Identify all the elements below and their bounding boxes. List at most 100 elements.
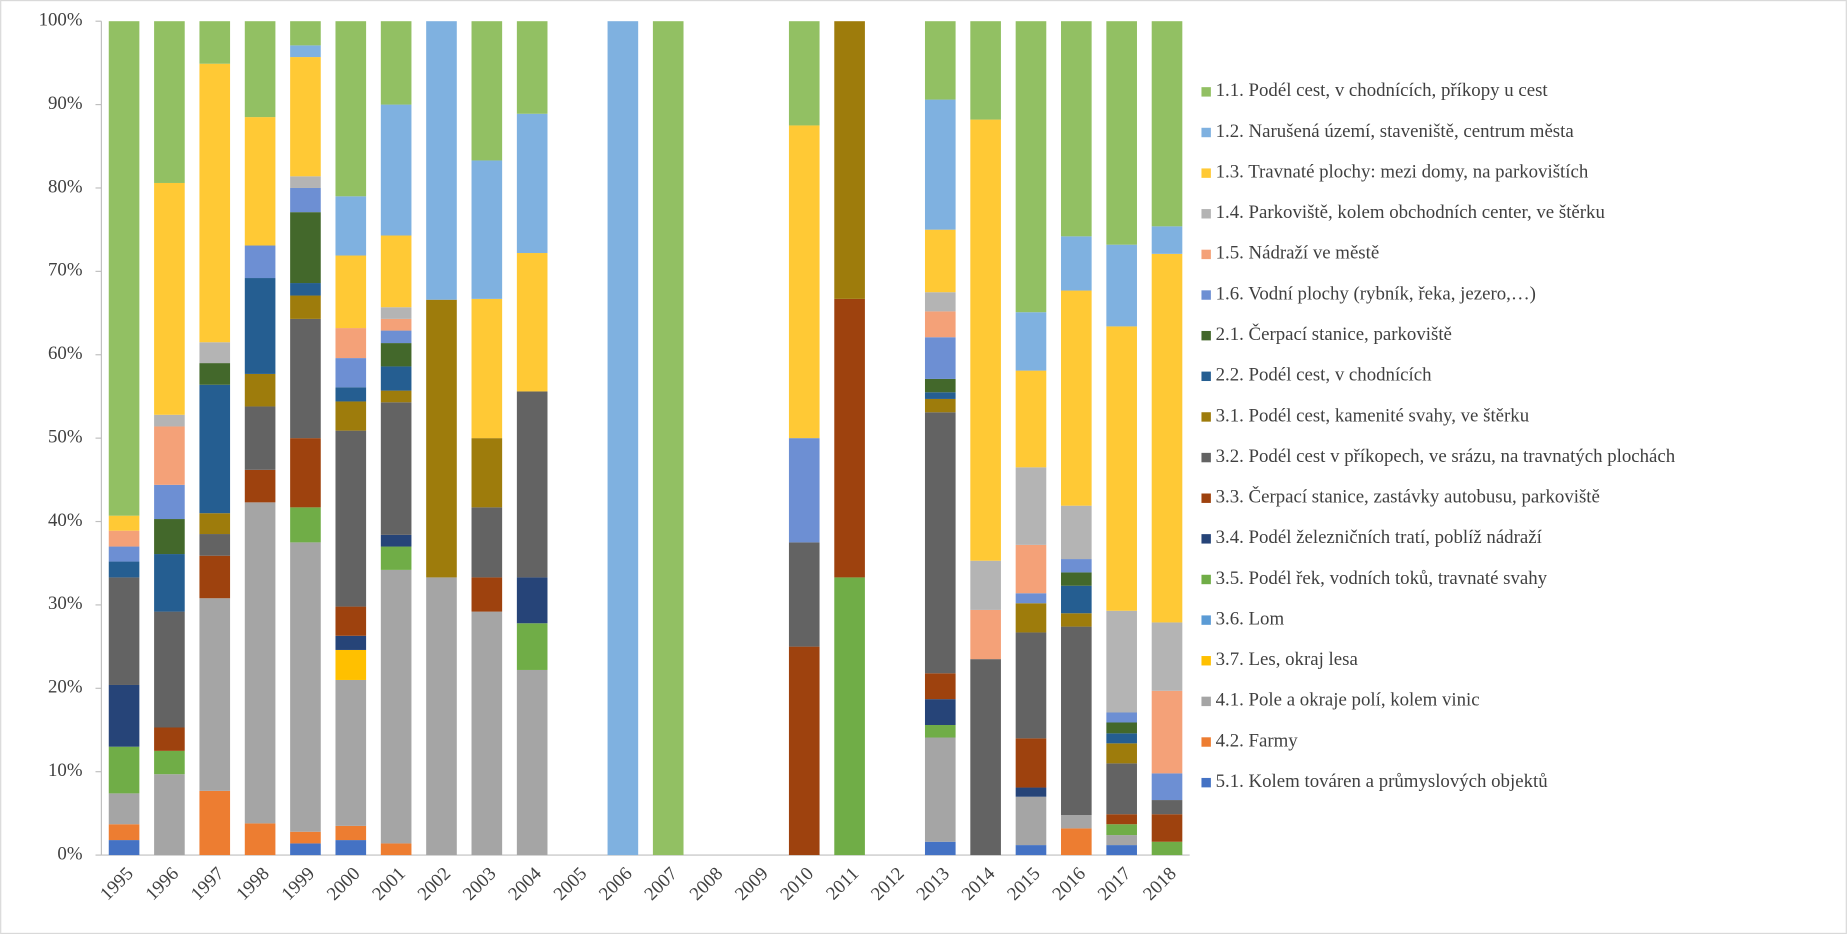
bar-segment	[199, 790, 231, 856]
legend-label: 1.4. Parkoviště, kolem obchodních center…	[1216, 202, 1606, 223]
legend-swatch	[1201, 534, 1211, 544]
x-tick-label: 2004	[504, 863, 546, 905]
bar-segment	[199, 63, 231, 343]
x-tick-label: 1998	[232, 863, 273, 904]
bar-segment	[652, 21, 684, 856]
bar-segment	[516, 113, 548, 254]
bar-segment	[108, 21, 140, 516]
x-tick-label: 2011	[822, 863, 863, 904]
legend-swatch	[1201, 412, 1211, 422]
x-tick-label: 1999	[278, 863, 319, 904]
bar-segment	[834, 21, 865, 299]
bar-segment	[380, 366, 412, 391]
bar-segment	[516, 253, 548, 392]
legend-swatch	[1201, 493, 1211, 503]
x-tick-label: 2006	[595, 863, 636, 904]
bar-segment	[1015, 21, 1047, 313]
y-tick-label: 40%	[48, 510, 83, 531]
bar-segment	[108, 824, 140, 841]
legend-swatch	[1201, 290, 1211, 300]
bar-segment	[834, 298, 865, 578]
bar-segment	[108, 515, 140, 531]
legend-label: 3.3. Čerpací stanice, zastávky autobusu,…	[1216, 486, 1600, 508]
bar-segment	[1106, 244, 1137, 327]
legend-label: 1.2. Narušená území, staveniště, centrum…	[1216, 121, 1575, 142]
y-tick-label: 80%	[48, 176, 83, 197]
x-tick-label: 2014	[958, 863, 1000, 905]
bar-segment	[380, 307, 412, 319]
bar-segment	[335, 196, 367, 256]
bar-segment	[1106, 835, 1137, 846]
bar-segment	[244, 823, 276, 856]
bar-segment	[516, 391, 548, 578]
legend-label: 1.5. Nádraží ve městě	[1216, 243, 1380, 264]
bar-segment	[199, 384, 231, 514]
legend-swatch	[1201, 574, 1211, 585]
bar-segment	[924, 699, 956, 726]
legend-label: 2.2. Podél cest, v chodnících	[1216, 365, 1433, 386]
legend-swatch	[1201, 168, 1211, 178]
bar-segment	[924, 398, 956, 413]
bar-segment	[380, 390, 412, 403]
bar-segment	[1106, 845, 1137, 856]
legend-swatch	[1201, 371, 1211, 382]
bar-segment	[154, 21, 185, 183]
bar-segment	[244, 117, 276, 246]
x-tick-label: 2007	[640, 863, 681, 904]
bar-segment	[1061, 585, 1092, 614]
bar-segment	[1106, 326, 1137, 611]
bar-segment	[1015, 467, 1047, 545]
bar-segment	[607, 21, 639, 856]
bar-segment	[1151, 800, 1183, 815]
x-tick-label: 2003	[459, 863, 500, 904]
legend-label: 2.1. Čerpací stanice, parkoviště	[1216, 323, 1452, 345]
bar-segment	[199, 555, 231, 599]
legend-swatch	[1201, 127, 1211, 138]
bar-segment	[1106, 712, 1137, 723]
legend-swatch	[1201, 330, 1211, 341]
bar-segment	[1151, 690, 1183, 774]
legend-label: 3.7. Les, okraj lesa	[1216, 649, 1359, 670]
bar-segment	[1015, 738, 1047, 788]
bar-segment	[516, 669, 548, 856]
bar-segment	[335, 21, 367, 197]
bar-segment	[471, 298, 503, 439]
bar-segment	[924, 412, 956, 674]
legend-swatch	[1201, 249, 1211, 260]
bar-segment	[1106, 610, 1137, 713]
bar-segment	[380, 235, 412, 308]
bar-segment	[471, 438, 503, 508]
bar-segment	[1015, 370, 1047, 468]
legend-swatch	[1201, 87, 1211, 97]
x-tick-label: 2002	[414, 863, 455, 904]
y-tick-label: 20%	[48, 677, 83, 698]
bar-segment	[426, 299, 457, 578]
y-tick-label: 10%	[48, 760, 83, 781]
bar-segment	[335, 635, 367, 650]
bar-segment	[244, 21, 276, 118]
bar-segment	[788, 542, 820, 647]
legend-label: 1.1. Podél cest, v chodnících, příkopy u…	[1216, 80, 1549, 101]
bar-segment	[108, 746, 140, 794]
bar-segment	[970, 659, 1001, 856]
bar-segment	[335, 430, 367, 607]
bar-segment	[335, 840, 367, 856]
bar-segment	[380, 318, 412, 331]
bar-segment	[788, 125, 820, 439]
bar-segment	[335, 387, 367, 402]
bar-segment	[199, 342, 231, 364]
bar-segment	[1015, 845, 1047, 856]
bar-segment	[924, 229, 956, 293]
bar-segment	[1151, 841, 1183, 856]
bar-segment	[154, 774, 185, 856]
bar-segment	[335, 328, 367, 359]
bar-segment	[788, 21, 820, 126]
y-tick-label: 90%	[48, 93, 83, 114]
bar-segment	[834, 577, 865, 856]
bar-segment	[290, 21, 321, 46]
legend-label: 1.6. Vodní plochy (rybník, řeka, jezero,…	[1216, 283, 1536, 304]
bar-segment	[1015, 593, 1047, 604]
bar-segment	[471, 611, 503, 856]
bar-segment	[290, 283, 321, 296]
